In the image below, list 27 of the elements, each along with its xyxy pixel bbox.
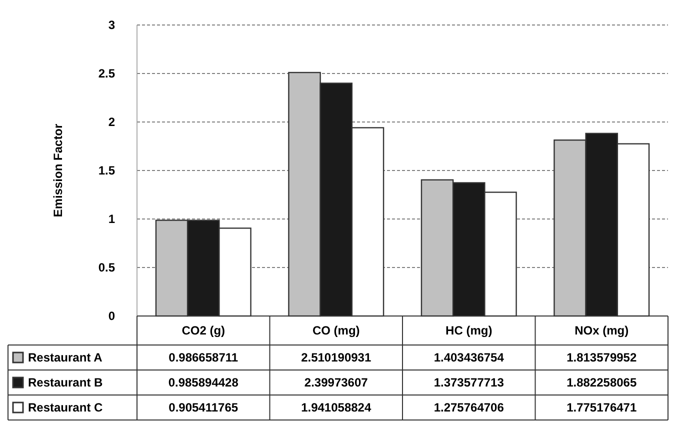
y-tick-label: 3 (108, 18, 116, 32)
x-tick-label: HC (mg) (446, 324, 492, 338)
x-tick-label: CO2 (g) (182, 324, 226, 338)
x-tick-label: NOx (mg) (574, 324, 629, 338)
data-label: 1.373577713 (434, 376, 504, 390)
data-label: 1.403436754 (434, 350, 504, 365)
legend-label: Restaurant C (28, 400, 104, 415)
data-label: 1.275764706 (434, 400, 504, 415)
data-label: 1.813579952 (566, 350, 637, 365)
y-axis-title: Emission Factor (51, 123, 65, 218)
data-label: 1.775176471 (566, 400, 637, 415)
data-label: 0.986658711 (168, 350, 238, 365)
y-tick-label: 1 (108, 212, 116, 226)
y-tick-label: 2 (108, 115, 116, 130)
x-tick-label: CO (mg) (312, 324, 360, 338)
data-label: 0.985894428 (168, 376, 239, 390)
data-label: 1.882258065 (566, 376, 637, 390)
y-tick-label: 0 (108, 309, 116, 324)
y-tick-label: 1.5 (98, 164, 116, 178)
legend-label: Restaurant A (28, 350, 103, 365)
legend-label: Restaurant B (28, 376, 104, 390)
data-label: 0.905411765 (168, 400, 238, 415)
y-tick-label: 0.5 (98, 260, 116, 275)
y-tick-label: 2.5 (98, 66, 116, 81)
data-label: 2.39973607 (304, 376, 368, 390)
data-label: 1.941058824 (301, 400, 372, 415)
data-label: 2.510190931 (301, 350, 372, 365)
